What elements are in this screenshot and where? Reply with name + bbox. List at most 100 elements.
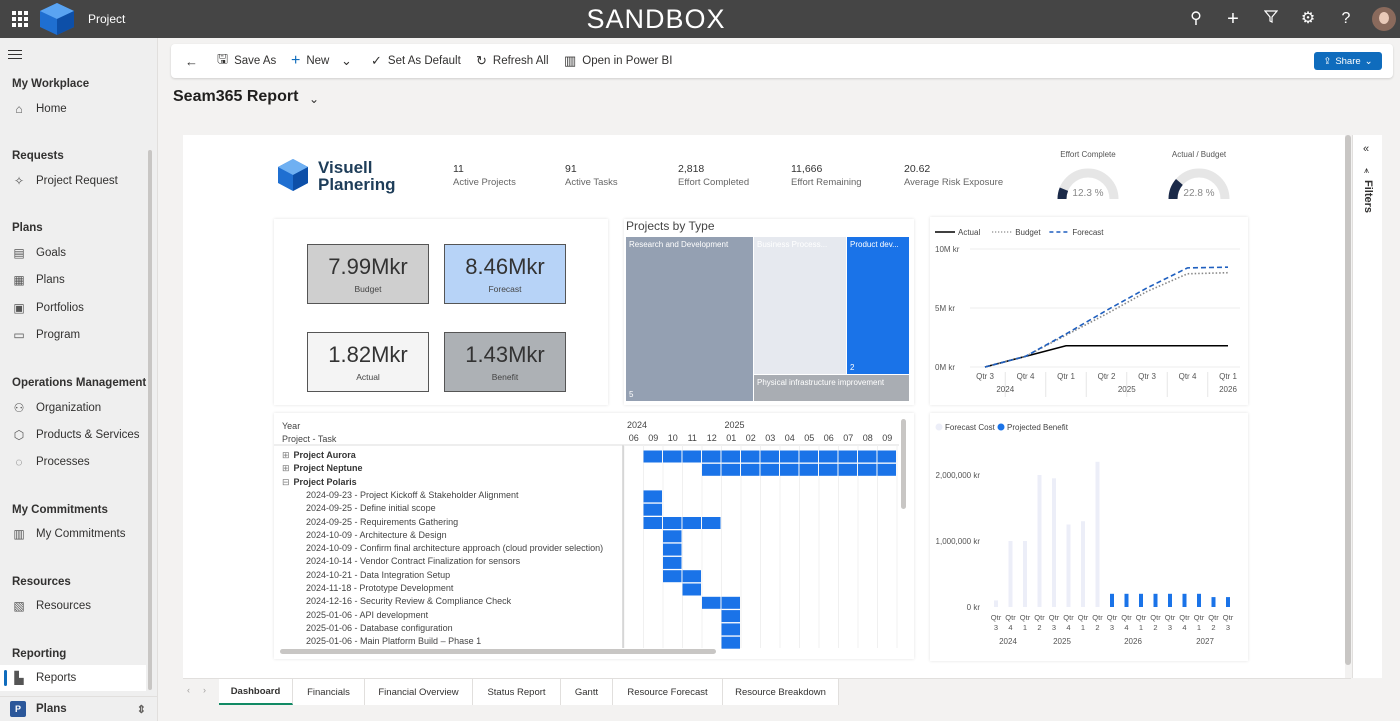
user-avatar[interactable] <box>1372 7 1396 31</box>
gantt-task-row[interactable]: 2024-09-23 - Project Kickoff & Stakehold… <box>306 490 518 500</box>
gantt-task-row[interactable]: 2024-11-18 - Prototype Development <box>306 583 453 593</box>
chevron-down-icon: ⌄ <box>341 53 352 68</box>
refresh-all-button[interactable]: ↻ Refresh All <box>476 44 549 78</box>
gantt-project-row[interactable]: ⊞ Project Aurora <box>282 450 356 461</box>
treemap-tile[interactable]: Research and Development 5 <box>626 237 753 401</box>
back-button[interactable]: ← <box>185 44 204 78</box>
x-year-label: 2027 <box>1196 637 1214 646</box>
tab-resource-forecast[interactable]: Resource Forecast <box>613 679 723 705</box>
tab-resource-breakdown[interactable]: Resource Breakdown <box>723 679 839 705</box>
gantt-task-row[interactable]: 2025-01-06 - Database configuration <box>306 623 453 633</box>
sidebar-item-plans[interactable]: ▦ Plans <box>0 267 146 293</box>
sidebar-item-reports[interactable]: ▙ Reports <box>0 665 146 691</box>
gantt-row-label: 2024-09-25 - Define initial scope <box>306 503 436 514</box>
sidebar-item-program[interactable]: ▭ Program <box>0 322 146 348</box>
hamburger-icon[interactable] <box>8 50 22 62</box>
waffle-icon[interactable] <box>12 11 28 27</box>
bar-forecast-cost <box>1023 541 1027 607</box>
collapse-icon[interactable]: ⊟ <box>282 476 290 487</box>
expand-icon[interactable]: ⊞ <box>282 450 290 460</box>
gantt-row-label: 2024-10-14 - Vendor Contract Finalizatio… <box>306 556 521 567</box>
treemap-tile[interactable]: Product dev... 2 <box>847 237 909 374</box>
tab-dashboard[interactable]: Dashboard <box>219 679 293 705</box>
gantt-project-row[interactable]: ⊞ Project Neptune <box>282 463 363 474</box>
metric-actual: 1.82Mkr Actual <box>307 332 429 392</box>
set-default-button[interactable]: ✓ Set As Default <box>371 44 461 78</box>
kpi-label: Active Tasks <box>565 177 618 188</box>
sidebar-item-processes[interactable]: ◌ Processes <box>0 449 146 475</box>
gantt-month-label: 08 <box>863 433 873 443</box>
tab-gantt[interactable]: Gantt <box>561 679 613 705</box>
filters-pane[interactable]: « ⩚ Filters <box>1352 135 1382 678</box>
open-powerbi-button[interactable]: ▥ Open in Power BI <box>564 44 672 78</box>
powerbi-icon: ▥ <box>564 53 577 68</box>
sidebar-item-products-services[interactable]: ⬡ Products & Services <box>0 422 146 448</box>
sidebar-item-portfolios[interactable]: ▣ Portfolios <box>0 295 146 321</box>
x-tick-label: Qtr 1 <box>1219 372 1237 381</box>
bar-chart: Forecast Cost Projected Benefit 0 kr 1,000,… <box>935 423 1234 646</box>
expand-icon[interactable]: ⊞ <box>282 463 290 474</box>
gantt-bar-cell <box>799 450 818 463</box>
area-label: Plans <box>36 703 67 715</box>
search-icon[interactable]: ⚲ <box>1190 10 1202 27</box>
year-header: Year <box>282 421 301 431</box>
gantt-task-row[interactable]: 2024-10-09 - Confirm final architecture … <box>306 543 603 553</box>
tab-next-icon[interactable]: › <box>203 685 206 695</box>
gauges: 12.3 % 22.8 % <box>1057 168 1230 200</box>
gantt-month-label: 07 <box>843 433 853 443</box>
area-switcher[interactable]: P Plans ⇕ <box>0 696 158 721</box>
gantt-bar-cell <box>760 450 779 463</box>
add-icon[interactable]: + <box>1227 8 1239 30</box>
new-button[interactable]: + New <box>291 44 329 78</box>
y-tick-label: 5M kr <box>935 304 955 313</box>
kpi-value: 2,818 <box>678 163 705 175</box>
report-scrollbar[interactable] <box>1345 135 1351 678</box>
title-chevron-down-icon[interactable]: ⌄ <box>309 92 320 106</box>
sidebar-item-organization[interactable]: ⚇ Organization <box>0 395 146 421</box>
help-icon[interactable]: ? <box>1341 10 1351 27</box>
collapse-icon[interactable]: « <box>1363 143 1370 155</box>
gantt-task-row[interactable]: 2025-01-06 - API development <box>306 610 428 620</box>
environment-name: SANDBOX <box>586 4 726 34</box>
gantt-v-scrollbar[interactable] <box>901 419 906 509</box>
metric-value: 1.82Mkr <box>328 342 408 367</box>
sidebar-item-my-commitments[interactable]: ▥ My Commitments <box>0 521 146 547</box>
plus-icon: + <box>291 52 301 69</box>
share-button[interactable]: ⇪ Share ⌄ <box>1314 52 1382 70</box>
gantt-bar-cell <box>858 450 877 463</box>
treemap-tile[interactable]: Business Process... <box>754 237 846 374</box>
x-tick-label: Qtr <box>1194 613 1205 622</box>
gantt-task-row[interactable]: 2024-09-25 - Requirements Gathering <box>306 517 458 527</box>
sidebar-scrollbar[interactable] <box>148 150 152 690</box>
save-as-button[interactable]: 🖫 Save As <box>217 44 276 78</box>
y-tick-label: 0M kr <box>935 363 955 372</box>
gantt-bar-cell <box>643 503 662 516</box>
gantt-task-row[interactable]: 2025-01-06 - Main Platform Build – Phase… <box>306 636 481 646</box>
tab-financials[interactable]: Financials <box>293 679 365 705</box>
gantt-task-row[interactable]: 2024-10-14 - Vendor Contract Finalizatio… <box>306 556 520 566</box>
plans-icon: ▦ <box>13 273 25 287</box>
sidebar-item-home[interactable]: ⌂ Home <box>0 96 146 122</box>
sidebar-item-resources[interactable]: ▧ Resources <box>0 593 146 619</box>
settings-icon[interactable]: ⚙ <box>1300 10 1316 27</box>
bar-forecast-cost <box>1081 521 1085 607</box>
sidebar-item-project-request[interactable]: ✧ Project Request <box>0 168 146 194</box>
legend-label: Forecast Cost <box>945 423 996 432</box>
x-year-label: 2024 <box>996 385 1014 394</box>
gantt-task-row[interactable]: 2024-10-09 - Architecture & Design <box>306 530 447 540</box>
tab-financial-overview[interactable]: Financial Overview <box>365 679 473 705</box>
x-tick-label: Qtr <box>1136 613 1147 622</box>
gantt-h-scrollbar[interactable] <box>280 649 716 654</box>
x-tick-label: Qtr <box>1208 613 1219 622</box>
tab-prev-icon[interactable]: ‹ <box>187 685 190 695</box>
new-dropdown-button[interactable]: ⌄ <box>341 44 358 78</box>
gantt-bar-cell <box>663 530 682 543</box>
gantt-task-row[interactable]: 2024-09-25 - Define initial scope <box>306 503 436 513</box>
gantt-task-row[interactable]: 2024-12-16 - Security Review & Complianc… <box>306 596 511 606</box>
treemap-tile[interactable]: Physical infrastructure improvement <box>754 375 909 401</box>
tab-status-report[interactable]: Status Report <box>473 679 561 705</box>
filter-icon[interactable] <box>1261 9 1281 29</box>
gantt-task-row[interactable]: 2024-10-21 - Data Integration Setup <box>306 570 450 580</box>
sidebar-item-goals[interactable]: ▤ Goals <box>0 240 146 266</box>
gantt-project-row[interactable]: ⊟ Project Polaris <box>282 477 357 488</box>
